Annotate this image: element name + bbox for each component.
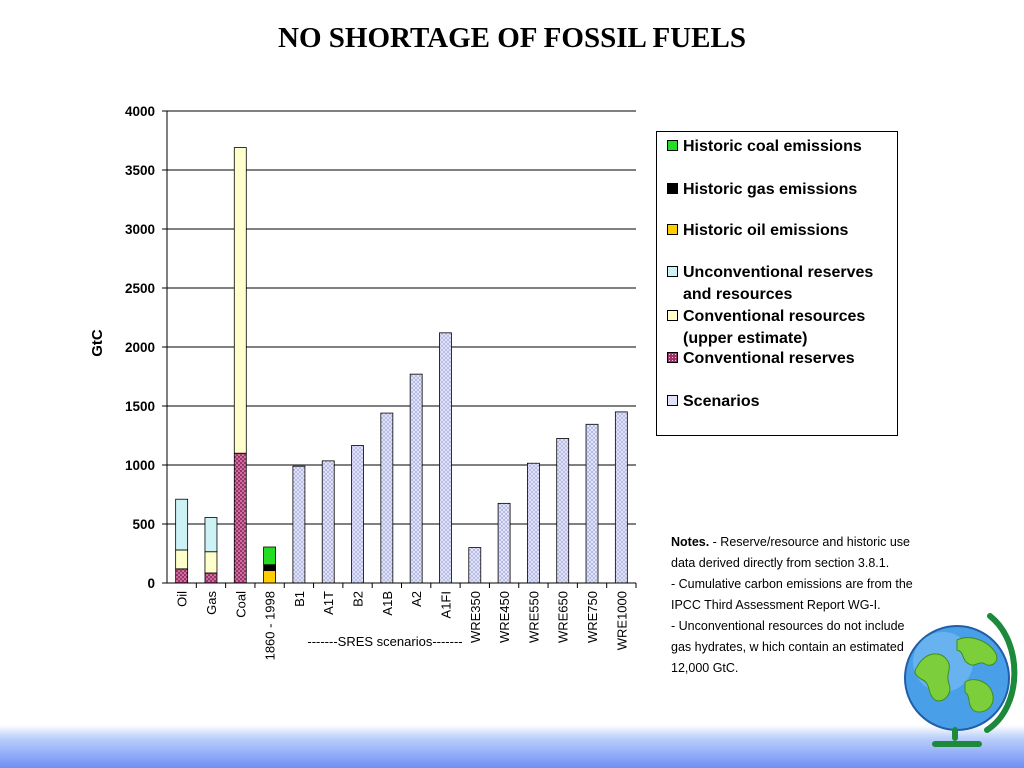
notes-text: Notes. - Reserve/resource and historic u… [671, 532, 971, 679]
bar-segment [614, 411, 628, 584]
y-tick-label: 1500 [125, 399, 155, 414]
legend-item: Scenarios [667, 391, 759, 413]
x-tick-label: B1 [292, 591, 307, 607]
bar-segment [497, 502, 511, 584]
bar-segment [175, 498, 189, 551]
bar-segment [439, 332, 452, 584]
legend-label: Historic gas emissions [683, 181, 858, 198]
legend-item: Historic coal emissions [667, 136, 862, 158]
x-tick-label: A2 [409, 591, 424, 607]
legend-item: Historic gas emissions [667, 179, 857, 201]
x-tick-label: A1FI [438, 591, 453, 618]
bar-segment [175, 568, 189, 584]
y-tick-label: 2000 [125, 340, 155, 355]
bar-segment [204, 517, 218, 553]
y-tick-label: 4000 [125, 104, 155, 119]
x-tick-label: B2 [351, 591, 366, 607]
x-tick-label: 1860 - 1998 [263, 591, 278, 660]
notes-line-7: 12,000 GtC. [671, 661, 739, 675]
x-tick-label: Coal [233, 591, 248, 618]
legend-label: and resources [683, 286, 793, 303]
notes-line-3: - Cumulative carbon emissions are from t… [671, 577, 913, 591]
x-tick-label: A1T [321, 591, 336, 615]
bar-segment [263, 570, 276, 584]
legend-item: Historic oil emissions [667, 220, 848, 242]
legend-item: Unconventional reserves and resources [667, 262, 873, 306]
legend-swatch [667, 266, 678, 277]
legend-label: Scenarios [683, 393, 760, 410]
legend-label: Historic oil emissions [683, 222, 849, 239]
y-tick-label: 2500 [125, 281, 155, 296]
legend-label: (upper estimate) [683, 330, 808, 347]
legend-item: Conventional reserves [667, 348, 855, 370]
x-tick-label: WRE550 [526, 591, 541, 643]
x-tick-label: Oil [175, 591, 190, 607]
bar-segment [204, 551, 218, 574]
x-tick-label: WRE650 [556, 591, 571, 643]
bar-segment [233, 452, 247, 584]
bar-segment [263, 564, 276, 572]
bar-segment [585, 423, 599, 584]
notes-text-1: - Reserve/resource and historic use [709, 535, 910, 549]
legend-swatch [667, 224, 678, 235]
bar-segment [556, 438, 570, 584]
notes-line-4: IPCC Third Assessment Report WG-I. [671, 598, 881, 612]
notes-line-1: Notes. - Reserve/resource and historic u… [671, 532, 971, 553]
legend-label: Conventional reserves [683, 350, 855, 367]
legend-swatch [667, 395, 678, 406]
y-tick-label: 1000 [125, 458, 155, 473]
y-tick-label: 500 [132, 517, 155, 532]
legend-label: Unconventional reserves [683, 264, 874, 281]
legend-label: Historic coal emissions [683, 138, 862, 155]
slide-title: NO SHORTAGE OF FOSSIL FUELS [278, 22, 746, 54]
x-tick-label: WRE750 [585, 591, 600, 643]
y-tick-label: 3500 [125, 163, 155, 178]
bars [175, 147, 628, 584]
bar-segment [204, 572, 218, 584]
x-tick-label: WRE1000 [614, 591, 629, 650]
legend-label: Conventional resources [683, 308, 866, 325]
legend-swatch [667, 310, 678, 321]
notes-line-2: data derived directly from section 3.8.1… [671, 556, 890, 570]
legend-item: Conventional resources (upper estimate) [667, 306, 865, 350]
bar-segment [380, 412, 394, 584]
y-tick-label: 3000 [125, 222, 155, 237]
legend-swatch [667, 140, 678, 151]
axes [162, 110, 637, 588]
footer-gradient-band [0, 725, 1024, 768]
bar-segment [321, 460, 335, 584]
bar-segment [292, 465, 306, 584]
notes-label: Notes. [671, 535, 710, 549]
notes-line-6: gas hydrates, w hich contain an estimate… [671, 640, 904, 654]
bar-segment [468, 547, 482, 584]
bar-segment [233, 147, 247, 454]
legend-swatch [667, 183, 678, 194]
sres-scenarios-label: -------SRES scenarios------- [307, 634, 462, 649]
notes-line-5: - Unconventional resources do not includ… [671, 619, 905, 633]
globe-icon [904, 613, 1018, 747]
legend-swatch [667, 352, 678, 363]
bar-segment [351, 445, 364, 584]
y-tick-label: 0 [147, 576, 155, 591]
bar-segment [409, 373, 423, 584]
x-tick-label: WRE350 [468, 591, 483, 643]
chart-legend: Historic coal emissions Historic gas emis… [656, 131, 898, 436]
bar-segment [263, 546, 276, 566]
axis-labels: 0 500 1000 1500 2000 2500 3000 3500 4000 Oil Gas Co… [125, 104, 629, 660]
y-axis-title: GtC [89, 329, 106, 357]
x-tick-label: Gas [204, 591, 219, 615]
x-tick-label: A1B [380, 591, 395, 616]
bar-segment [175, 549, 189, 570]
x-tick-label: WRE450 [497, 591, 512, 643]
bar-segment [527, 462, 540, 584]
